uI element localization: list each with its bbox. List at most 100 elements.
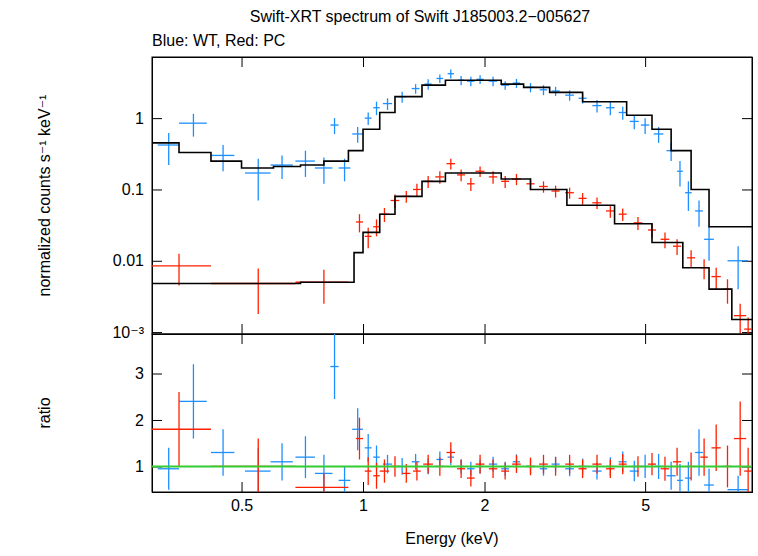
error-bar-x (446, 452, 454, 453)
error-bar-x (352, 429, 363, 430)
error-bar-x (245, 172, 271, 173)
error-bar-x (211, 155, 234, 156)
data-points (158, 70, 748, 290)
plot-frame (152, 334, 752, 492)
error-bar-x (365, 117, 372, 118)
error-bar-x (295, 487, 348, 488)
y-axis-title: ratio (36, 397, 53, 428)
error-bar-y (664, 232, 665, 248)
error-bar-x (158, 144, 179, 145)
error-bar-y (334, 118, 335, 134)
error-bar-x (179, 401, 207, 402)
error-bar-y (222, 145, 223, 171)
error-bar-x (501, 470, 509, 471)
tick-mark (645, 57, 646, 67)
error-bar-y (679, 161, 680, 186)
error-bar-x (402, 473, 410, 474)
error-bar-x (271, 461, 293, 462)
error-bar-x (734, 315, 746, 316)
model-line (152, 80, 752, 227)
tick-label: 0.5 (231, 497, 253, 514)
tick-mark (645, 334, 646, 344)
error-bar-x (467, 477, 475, 478)
error-bar-y (708, 227, 709, 261)
error-bar-x (711, 447, 720, 448)
error-bar-x (551, 190, 559, 191)
tick (645, 334, 646, 344)
error-bar-x (448, 73, 454, 74)
model-line (152, 173, 752, 320)
error-bar-x (512, 463, 521, 464)
tick-mark (363, 324, 364, 334)
error-bar-x (339, 480, 351, 481)
title: Swift-XRT spectrum of Swift J185003.2−00… (250, 8, 591, 25)
tick-label: 10⁻³ (112, 324, 144, 341)
y-axis-title: normalized counts s⁻¹ keV⁻¹ (36, 95, 53, 297)
tick: 1 (359, 482, 368, 514)
tick-mark (363, 57, 364, 67)
tick (242, 334, 243, 344)
tick-label: 1 (135, 110, 144, 127)
error-bar-x (489, 176, 497, 177)
x-axis-top (153, 57, 753, 67)
tick: 0.01 (113, 252, 162, 269)
tick-label: 1 (135, 458, 144, 475)
tick: 0.5 (231, 482, 253, 514)
error-bar-x (619, 463, 627, 464)
error-bar-x (152, 429, 211, 430)
tick-label: 2 (135, 412, 144, 429)
error-bar-y (359, 214, 360, 232)
error-bar-x (619, 214, 627, 215)
x-axis: 0.5 1 2 5 (153, 482, 753, 514)
tick-mark (742, 374, 752, 375)
error-bar-x (687, 257, 695, 258)
tick-label: 5 (641, 497, 650, 514)
axis-line (153, 58, 753, 68)
error-bar-x (413, 470, 421, 471)
error-bar-x (565, 95, 574, 96)
axis-line (153, 58, 163, 335)
tick-mark (742, 118, 752, 119)
tick (363, 334, 364, 344)
tick-mark (645, 324, 646, 334)
tick-mark (152, 332, 162, 333)
error-bar-y (470, 178, 471, 191)
tick-mark (645, 482, 646, 492)
axis-line (742, 58, 753, 335)
error-bar-y (703, 259, 704, 279)
error-bar-x (412, 461, 420, 462)
tick (485, 57, 486, 67)
tick (742, 332, 752, 333)
error-bar-y (323, 473, 324, 492)
tick-mark (485, 334, 486, 344)
error-bar-x (365, 447, 372, 448)
error-bar-x (295, 160, 314, 161)
error-bar-x (330, 366, 338, 367)
tick (742, 374, 752, 375)
tick (645, 324, 646, 334)
tick-label: 1 (359, 497, 368, 514)
error-bar-x (540, 89, 548, 90)
data-points (158, 334, 748, 492)
tick (363, 324, 364, 334)
tick-label: 0.1 (122, 181, 144, 198)
error-bar-x (592, 202, 601, 203)
error-bar-x (551, 90, 559, 91)
tick: 2 (135, 412, 162, 429)
error-bar-x (373, 226, 379, 227)
error-bar-x (744, 470, 752, 471)
error-bar-x (704, 484, 714, 485)
error-bar-x (380, 470, 389, 471)
error-bar-x (661, 239, 670, 240)
tick (242, 57, 243, 67)
tick-mark (363, 482, 364, 492)
tick (742, 420, 752, 421)
error-bar-y (368, 228, 369, 248)
tick (242, 324, 243, 334)
error-bar-y (258, 439, 259, 492)
error-bar-x (271, 164, 293, 165)
tick-label: 2 (481, 497, 490, 514)
error-bar-x (704, 239, 714, 240)
error-bar-y (376, 219, 377, 236)
tick-mark (152, 118, 162, 119)
